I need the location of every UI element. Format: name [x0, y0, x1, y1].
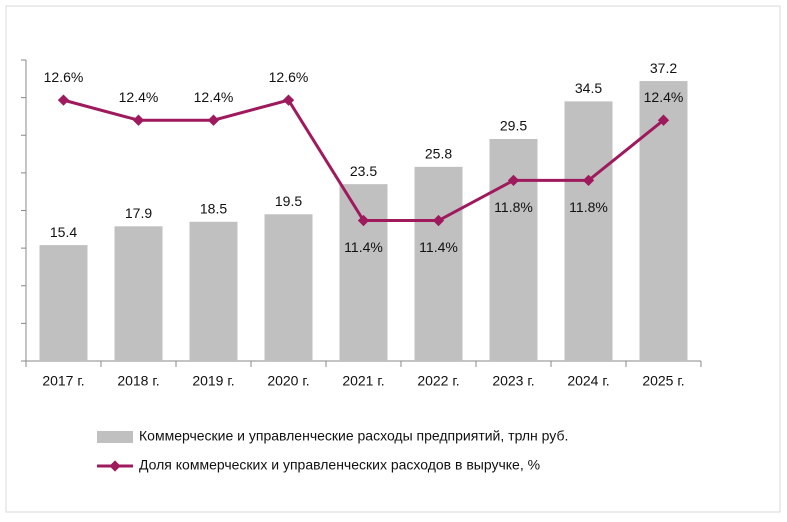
legend-label: Доля коммерческих и управленческих расхо… — [139, 457, 540, 473]
bar — [189, 221, 238, 361]
line-value-label: 12.6% — [269, 69, 309, 85]
bar — [339, 184, 388, 361]
line-value-label: 11.4% — [344, 239, 383, 255]
x-tick-label: 2019 г. — [192, 373, 234, 389]
line-value-label: 12.4% — [119, 89, 159, 105]
x-tick-label: 2024 г. — [567, 373, 609, 389]
line-value-label: 12.4% — [644, 89, 684, 105]
bar — [39, 245, 88, 361]
line-value-label: 11.4% — [419, 239, 458, 255]
line-value-label: 11.8% — [494, 199, 533, 215]
bar-value-label: 15.4 — [50, 224, 77, 240]
line-marker — [582, 174, 595, 187]
bar-value-label: 17.9 — [125, 205, 152, 221]
x-tick-label: 2021 г. — [342, 373, 384, 389]
line-marker — [432, 214, 445, 227]
legend-swatch — [97, 431, 133, 443]
bar — [564, 101, 613, 361]
x-tick-label: 2017 г. — [42, 373, 84, 389]
bar-value-label: 34.5 — [575, 80, 602, 96]
x-tick-label: 2025 г. — [642, 373, 684, 389]
line-value-label: 11.8% — [569, 199, 608, 215]
line-value-label: 12.4% — [194, 89, 234, 105]
x-tick-label: 2018 г. — [117, 373, 159, 389]
line-marker — [357, 214, 370, 227]
bar-value-label: 18.5 — [200, 200, 227, 216]
x-tick-label: 2023 г. — [492, 373, 534, 389]
line-value-label: 12.6% — [44, 69, 84, 85]
bar-value-label: 23.5 — [350, 163, 377, 179]
bar-value-label: 25.8 — [425, 146, 452, 162]
bar — [639, 81, 688, 361]
bar-value-label: 19.5 — [275, 193, 302, 209]
bar — [114, 226, 163, 361]
x-tick-label: 2022 г. — [417, 373, 459, 389]
bar — [414, 166, 463, 361]
x-tick-label: 2020 г. — [267, 373, 309, 389]
bar-value-label: 29.5 — [500, 118, 527, 134]
legend-label: Коммерческие и управленческие расходы пр… — [139, 428, 568, 444]
bar — [489, 139, 538, 361]
bar-value-label: 37.2 — [650, 60, 677, 76]
bar — [264, 214, 313, 361]
line-marker — [507, 174, 520, 187]
